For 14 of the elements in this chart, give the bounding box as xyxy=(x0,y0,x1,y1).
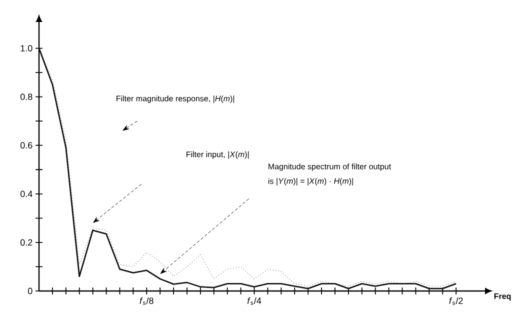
x-tick-label: f$_{s}$/8 xyxy=(140,297,154,305)
y-tick-label: 0.6 xyxy=(20,142,32,149)
x-axis-title: Freq xyxy=(494,293,511,301)
y-tick-label: 0.2 xyxy=(20,239,32,246)
annotation: Filter magnitude response, |H(m)| xyxy=(116,95,234,103)
y-tick-label: 1.0 xyxy=(20,45,32,52)
x-tick-label: f$_{s}$/4 xyxy=(247,297,262,305)
annotation: Magnitude spectrum of filter output xyxy=(268,163,392,171)
text: is |Y(m)| = |X(m) · H(m)| xyxy=(268,178,353,186)
annotation: Filter input, |X(m)| xyxy=(186,151,249,159)
x-tick-label: f$_{s}$/2 xyxy=(449,297,463,305)
y-tick-label: 0.8 xyxy=(20,94,32,100)
y-tick-label: 0 xyxy=(28,288,32,294)
y-tick-label: 0.4 xyxy=(20,190,32,198)
